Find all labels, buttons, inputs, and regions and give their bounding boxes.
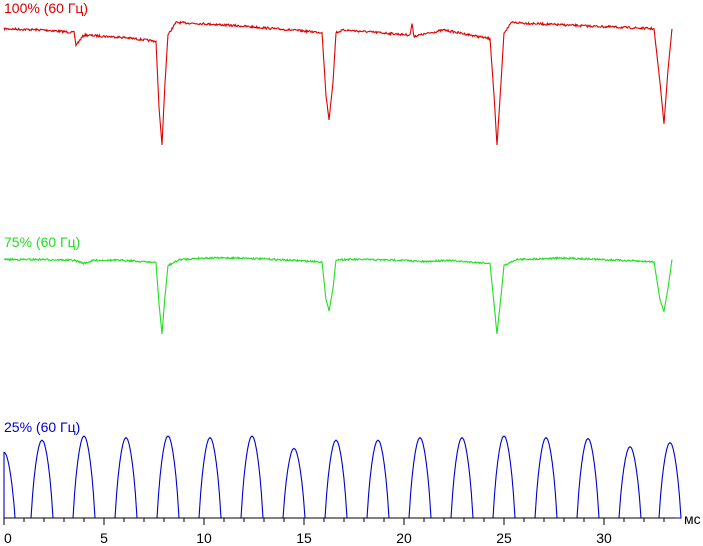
x-tick-label: 30 xyxy=(596,530,612,546)
x-axis: 0 5 10 15 20 25 30 xyxy=(3,517,676,546)
x-axis-unit-label: мс xyxy=(684,511,701,527)
series-label-25pct: 25% (60 Гц) xyxy=(4,419,80,435)
traces-group xyxy=(3,20,682,519)
x-tick-label: 5 xyxy=(100,530,108,546)
series-label-75pct: 75% (60 Гц) xyxy=(4,234,80,250)
series-line-25pct xyxy=(3,435,682,519)
x-tick-label: 15 xyxy=(296,530,312,546)
series-label-100pct: 100% (60 Гц) xyxy=(4,0,88,16)
series-labels-group: 100% (60 Гц) 75% (60 Гц) 25% (60 Гц) xyxy=(4,0,88,435)
x-tick-label: 10 xyxy=(196,530,212,546)
x-tick-label: 20 xyxy=(396,530,412,546)
series-line-75pct xyxy=(3,256,673,335)
x-tick-label: 25 xyxy=(496,530,512,546)
series-line-100pct xyxy=(3,20,673,146)
x-tick-label: 0 xyxy=(4,530,12,546)
